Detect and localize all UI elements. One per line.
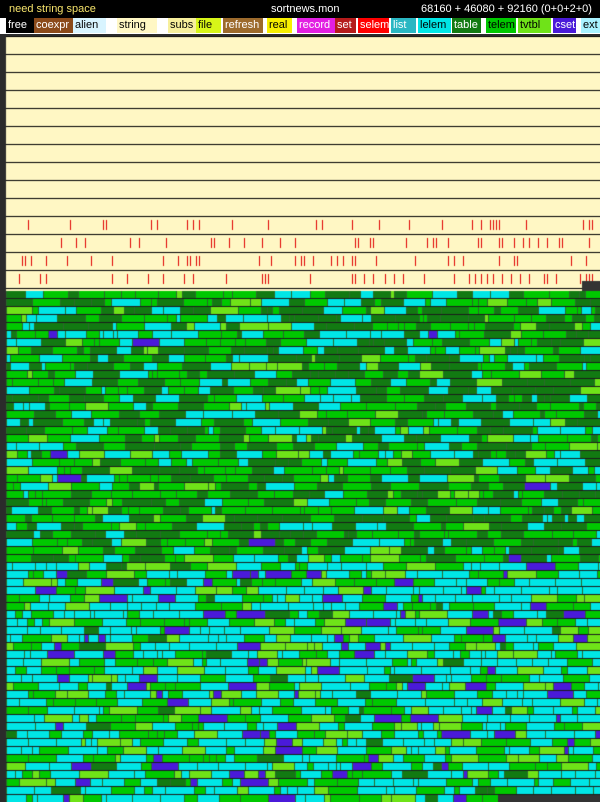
legend-item-table: table [452,18,481,33]
legend-bar: free coexpr alien string subs file refresh real… [0,18,600,34]
title-bar: need string space sortnews.mon 68160 + 4… [0,0,600,18]
legend-item-selem: selem [358,18,389,33]
legend-item-string: string [117,18,157,33]
legend-item-free: free [6,18,34,33]
file-name: sortnews.mon [271,3,340,15]
legend-item-list: list [391,18,416,33]
memory-stats: 68160 + 46080 + 92160 (0+0+2+0) [421,3,592,15]
legend-item-telem: telem [486,18,516,33]
legend-item-alien: alien [73,18,106,33]
legend-item-refresh: refresh [223,18,263,33]
legend-item-record: record [297,18,335,33]
legend-item-real: real [267,18,292,33]
legend-item-set: set [335,18,356,33]
legend-item-subs: subs [168,18,196,33]
legend-item-tvtbl: tvtbl [518,18,551,33]
legend-item-cset: cset [553,18,576,33]
legend-item-file: file [196,18,221,33]
legend-item-ext: ext [581,18,600,33]
legend-item-coexpr: coexpr [34,18,73,33]
status-message: need string space [9,3,96,15]
memory-map-canvas[interactable] [0,36,600,802]
legend-item-lelem: lelem [418,18,451,33]
